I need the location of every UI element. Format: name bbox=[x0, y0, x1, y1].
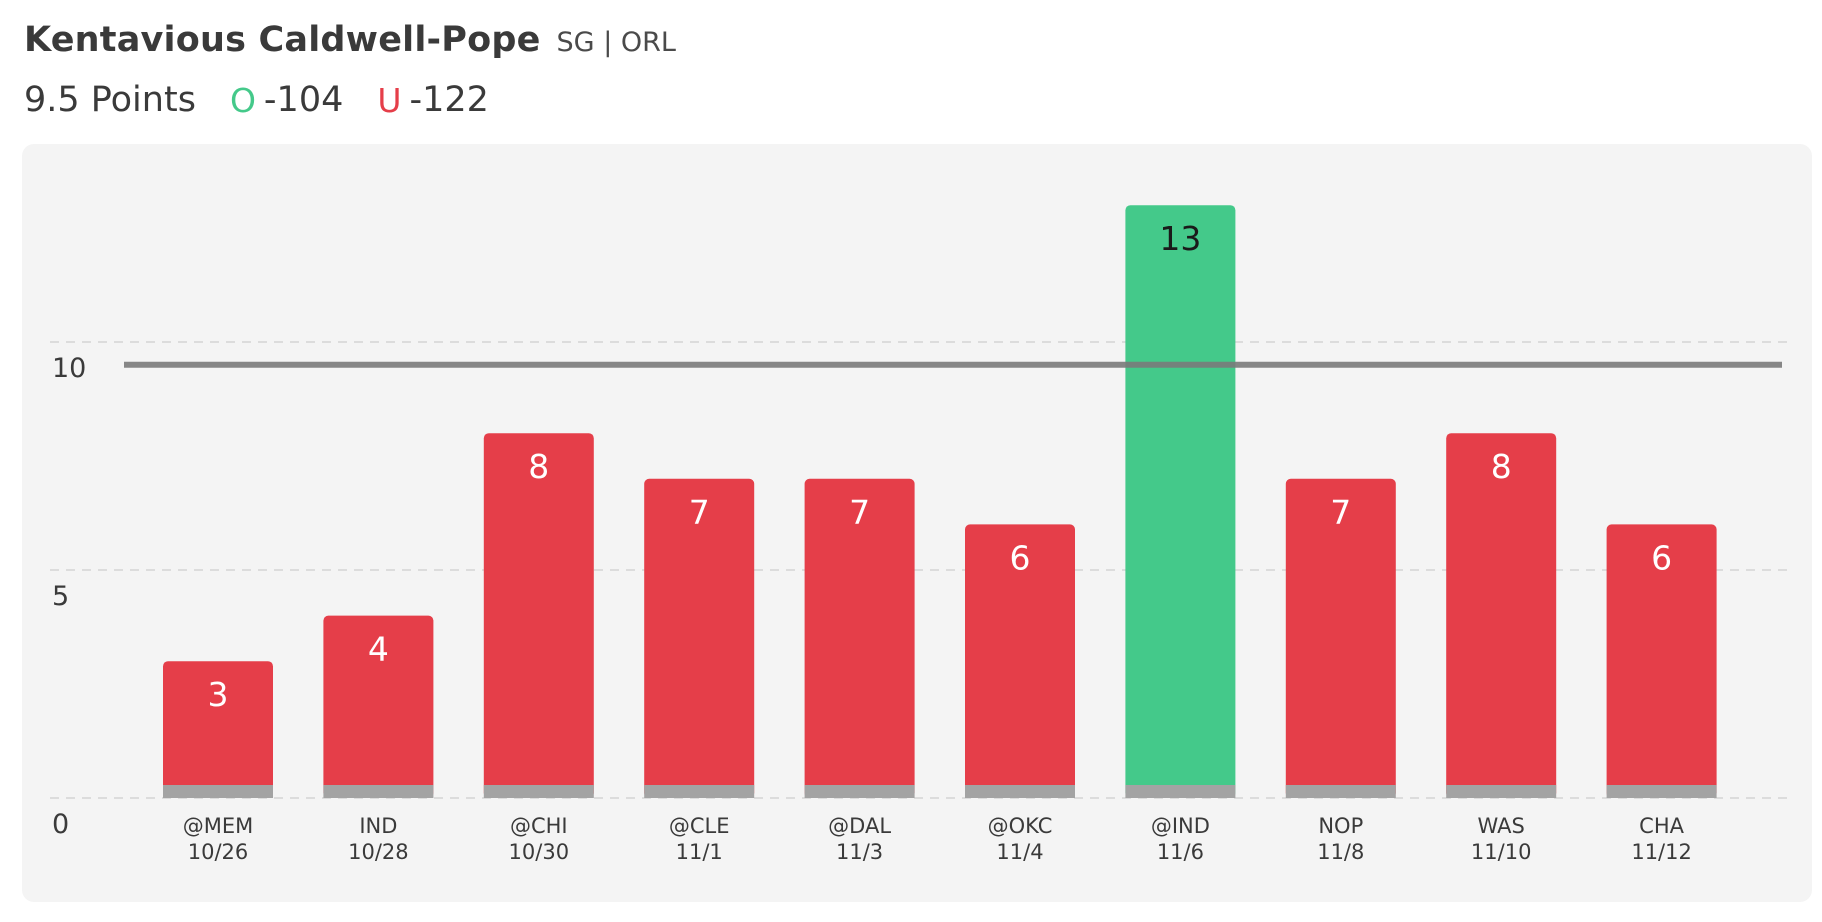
y-tick-label: 0 bbox=[52, 809, 69, 840]
bar bbox=[1125, 205, 1236, 798]
bar bbox=[1446, 433, 1557, 798]
under-odds[interactable]: U -122 bbox=[377, 80, 489, 120]
over-odds-value: -104 bbox=[263, 80, 344, 120]
over-icon: O bbox=[229, 80, 256, 120]
bar bbox=[483, 433, 594, 798]
bar-value-label: 3 bbox=[208, 675, 229, 714]
y-tick-label: 5 bbox=[52, 581, 69, 612]
bar-base bbox=[323, 785, 434, 798]
title-row: Kentavious Caldwell-Pope SG | ORL bbox=[24, 20, 676, 72]
bar-base bbox=[965, 785, 1075, 798]
bar bbox=[323, 615, 434, 798]
x-tick-date: 10/26 bbox=[188, 840, 249, 864]
under-icon: U bbox=[377, 80, 402, 120]
bar-value-label: 8 bbox=[528, 447, 549, 486]
bar-base bbox=[1285, 785, 1396, 798]
bar-value-label: 4 bbox=[368, 630, 389, 669]
bar-base bbox=[1446, 785, 1557, 798]
x-tick-opponent: @IND bbox=[1151, 814, 1210, 838]
x-tick-date: 11/4 bbox=[996, 840, 1043, 864]
bar-base bbox=[1606, 785, 1717, 798]
bar-value-label: 7 bbox=[1330, 493, 1351, 532]
x-tick-date: 11/1 bbox=[676, 840, 723, 864]
bar bbox=[1606, 524, 1717, 798]
bar-base bbox=[1125, 785, 1236, 798]
x-tick-opponent: NOP bbox=[1318, 814, 1363, 838]
bar-base bbox=[644, 785, 755, 798]
y-tick-label: 10 bbox=[52, 353, 86, 384]
player-name: Kentavious Caldwell-Pope bbox=[24, 20, 541, 60]
bar-base bbox=[163, 785, 273, 798]
x-tick-date: 10/30 bbox=[509, 840, 570, 864]
bar-value-label: 6 bbox=[1651, 538, 1672, 577]
x-tick-date: 11/6 bbox=[1157, 840, 1204, 864]
player-position-team: SG | ORL bbox=[556, 27, 676, 58]
x-tick-opponent: @OKC bbox=[988, 814, 1053, 838]
bar-value-label: 6 bbox=[1010, 538, 1031, 577]
x-tick-opponent: IND bbox=[359, 814, 397, 838]
bar bbox=[1285, 478, 1396, 798]
x-tick-opponent: @CHI bbox=[510, 814, 568, 838]
x-tick-date: 11/10 bbox=[1471, 840, 1532, 864]
bar bbox=[804, 478, 915, 798]
x-tick-opponent: @DAL bbox=[828, 814, 891, 838]
under-odds-value: -122 bbox=[409, 80, 489, 120]
bar bbox=[163, 661, 273, 798]
x-tick-date: 11/3 bbox=[836, 840, 883, 864]
bar-value-label: 8 bbox=[1491, 447, 1512, 486]
over-odds[interactable]: O -104 bbox=[230, 80, 343, 120]
prop-line: 9.5 Points bbox=[24, 80, 196, 120]
game-log-chart: 05103@MEM10/264IND10/288@CHI10/307@CLE11… bbox=[50, 205, 1788, 864]
bar bbox=[965, 524, 1075, 798]
bar-base bbox=[483, 785, 594, 798]
x-tick-date: 11/12 bbox=[1631, 840, 1692, 864]
prop-line-row: 9.5 Points O -104 U -122 bbox=[24, 74, 676, 126]
x-tick-date: 11/8 bbox=[1317, 840, 1364, 864]
bar-value-label: 7 bbox=[849, 493, 870, 532]
x-tick-opponent: WAS bbox=[1478, 814, 1525, 838]
bar bbox=[644, 478, 755, 798]
x-tick-opponent: CHA bbox=[1639, 814, 1684, 838]
chart-panel: 0 5 10 3 @MEM 10/26 4 IND 10/28 8 @CHI 10/30 7 @CLE 11… bbox=[22, 144, 1812, 902]
x-tick-opponent: @MEM bbox=[183, 814, 254, 838]
bar-value-label: 7 bbox=[689, 493, 710, 532]
bar-base bbox=[804, 785, 915, 798]
x-tick-opponent: @CLE bbox=[669, 814, 730, 838]
bar-value-label: 13 bbox=[1159, 219, 1201, 258]
x-tick-date: 10/28 bbox=[348, 840, 409, 864]
prop-header: Kentavious Caldwell-Pope SG | ORL 9.5 Po… bbox=[24, 20, 676, 126]
